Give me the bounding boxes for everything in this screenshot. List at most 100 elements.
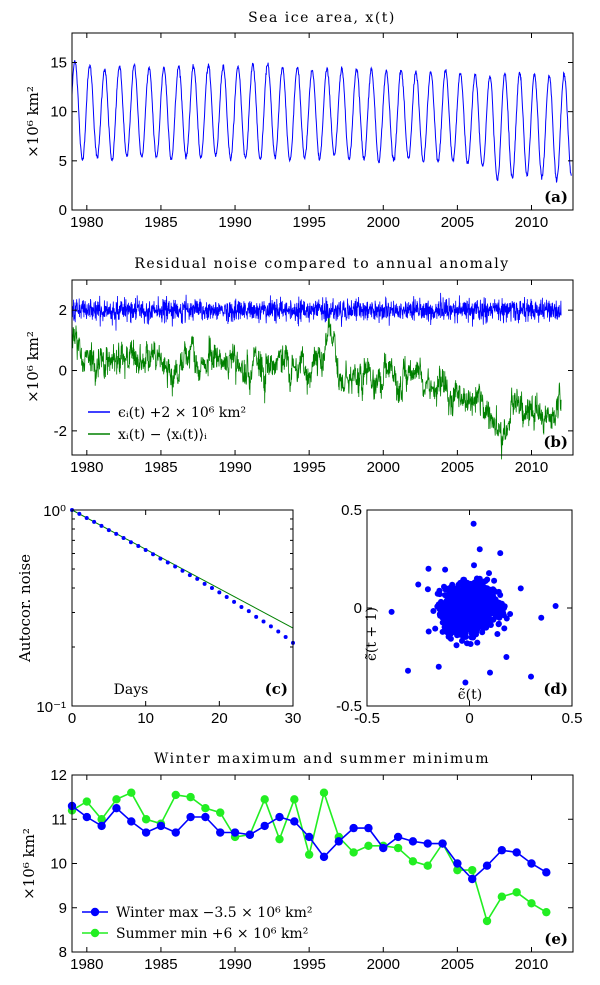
y-tick-label: 0 [354, 600, 362, 617]
legend-label-anomaly: xᵢ(t) − ⟨xᵢ(t)⟩ᵢ [118, 427, 207, 443]
scatter-point [443, 599, 450, 606]
scatter-point [492, 596, 499, 603]
autocorrelation-point [136, 544, 141, 549]
scatter-point [462, 679, 469, 686]
winter-max-point [245, 830, 255, 839]
chart-title: Sea ice area, x(t) [248, 10, 396, 26]
x-tick-label: 20 [211, 710, 228, 727]
sea-ice-area-line [71, 60, 572, 183]
scatter-point [453, 592, 460, 599]
scatter-point [469, 587, 476, 594]
x-tick-label: 1985 [144, 459, 177, 476]
winter-max-point [482, 861, 492, 870]
summer-min-point [512, 888, 521, 897]
winter-max-point [349, 823, 358, 833]
x-tick-label: 2010 [515, 956, 548, 973]
y-tick-label: 10⁻¹ [36, 699, 66, 716]
scatter-point [462, 607, 469, 614]
summer-min-point [364, 841, 373, 850]
scatter-point [479, 581, 486, 588]
winter-max-point [216, 828, 225, 837]
scatter-point [461, 626, 468, 633]
winter-max-point [379, 843, 388, 853]
autocorrelation-point [209, 585, 214, 590]
summer-min-point [304, 850, 314, 859]
scatter-point [501, 625, 508, 632]
x-tick-label: 2000 [367, 956, 400, 973]
scatter-point [475, 612, 482, 619]
panel-label: (d) [543, 680, 568, 698]
panel-d: -0.5 0 0.5 -0.5 0 0.5 ϵ̃(t + 1) ϵ̃(t) (d) [336, 502, 582, 727]
scatter-point [388, 608, 395, 615]
summer-min-point [349, 848, 358, 857]
autocorrelation-point [187, 573, 192, 578]
y-tick-label: 9 [59, 900, 67, 917]
scatter-point [485, 612, 492, 619]
x-tick-label: 1980 [70, 459, 103, 476]
y-tick-label: 15 [50, 55, 67, 72]
autocorrelation-point [106, 528, 111, 533]
scatter-point [430, 608, 437, 614]
scatter-point [467, 596, 474, 603]
y-tick-label: 0.5 [341, 502, 362, 519]
scatter-point [517, 585, 524, 592]
autocorrelation-point [246, 609, 251, 614]
scatter-point [497, 550, 504, 557]
scatter-point [467, 641, 474, 647]
scatter-points [388, 520, 559, 686]
summer-min-point [290, 795, 299, 804]
y-tick-label: 12 [50, 767, 67, 784]
winter-max-point [290, 817, 299, 826]
scatter-point [463, 618, 470, 625]
summer-min-point [260, 795, 269, 804]
scatter-point [457, 629, 464, 636]
scatter-point [466, 582, 473, 589]
winter-max-point [156, 821, 166, 831]
x-tick-label: 30 [285, 710, 302, 727]
scatter-point [425, 628, 432, 635]
summer-min-point [127, 788, 136, 797]
y-axis-label: ×10⁶ km² [20, 828, 38, 900]
winter-max-point [127, 817, 136, 826]
panel-label: (b) [543, 433, 568, 451]
autocorrelation-point [165, 560, 170, 565]
scatter-point [472, 620, 478, 626]
y-tick-label: 0 [59, 363, 67, 380]
winter-max-point [275, 812, 284, 822]
x-tick-label: 1985 [144, 214, 177, 231]
legend: ϵᵢ(t) +2 × 10⁶ km² xᵢ(t) − ⟨xᵢ(t)⟩ᵢ [88, 405, 246, 443]
summer-min-point [141, 815, 151, 824]
winter-max-point [512, 848, 521, 857]
y-tick-label: 10⁰ [43, 503, 66, 520]
legend-marker-winter [90, 907, 100, 917]
scatter-point [487, 621, 494, 628]
scatter-point [436, 605, 443, 612]
autocorrelation-point [92, 519, 97, 524]
winter-max-point [304, 832, 314, 842]
winter-max-point [260, 821, 269, 831]
y-tick-label: 0 [59, 202, 67, 219]
scatter-point [474, 577, 481, 584]
x-tick-label: 10 [137, 710, 154, 727]
scatter-point [467, 603, 474, 610]
autocorrelation-point [276, 629, 281, 634]
scatter-point [437, 600, 444, 607]
summer-min-point [82, 797, 92, 806]
summer-min-point [112, 795, 121, 804]
x-tick-label: 1980 [70, 956, 103, 973]
autocorrelation-point [84, 516, 89, 521]
scatter-point [458, 601, 465, 608]
autocorrelation-point [99, 523, 104, 528]
winter-max-point [408, 837, 418, 846]
scatter-point [453, 642, 460, 649]
scatter-point [471, 562, 477, 569]
scatter-point [498, 603, 505, 610]
autocorrelation-point [158, 556, 163, 561]
legend: Winter max −3.5 × 10⁶ km² Summer min +6 ×… [82, 905, 313, 942]
scatter-point [491, 577, 498, 584]
winter-max-point [423, 839, 432, 848]
scatter-point [487, 669, 493, 676]
scatter-point [487, 586, 494, 593]
y-tick-label: 8 [59, 944, 67, 961]
winter-max-point [393, 832, 403, 842]
